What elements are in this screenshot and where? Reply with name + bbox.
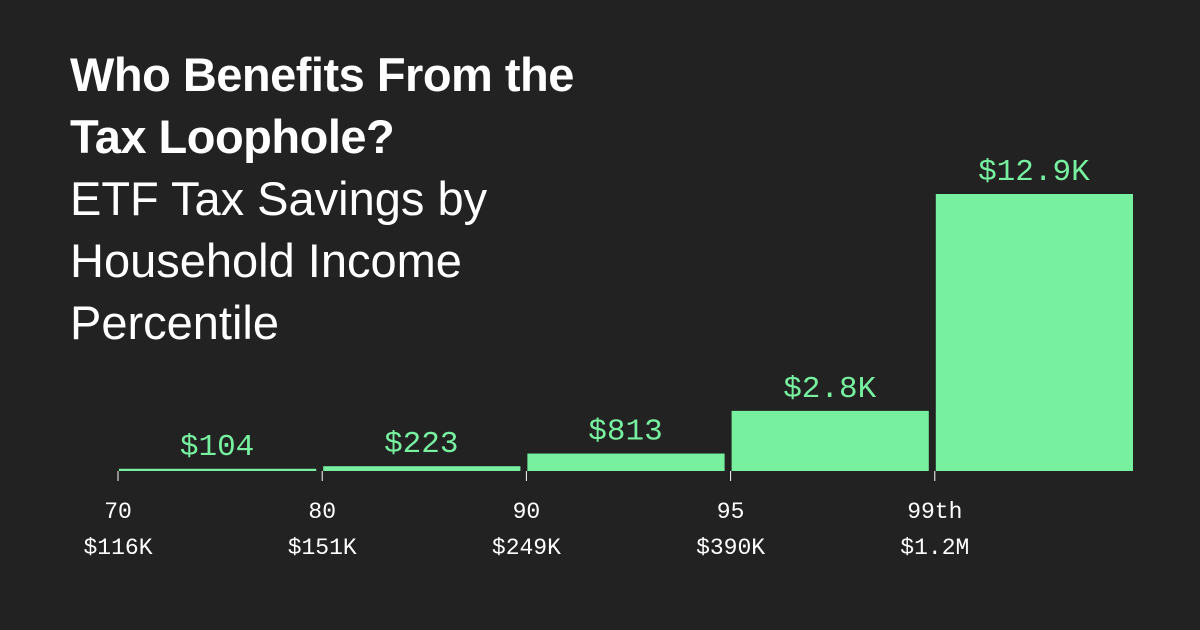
x-tick-label: 90 bbox=[513, 499, 541, 525]
chart-title: Who Benefits From the Tax Loophole? bbox=[70, 48, 574, 163]
x-tick-label: 99th bbox=[907, 499, 962, 525]
x-tick-label: 70 bbox=[104, 499, 132, 525]
value-label: $2.8K bbox=[783, 372, 876, 407]
value-label: $12.9K bbox=[978, 155, 1090, 190]
x-tick-sublabel: $249K bbox=[492, 535, 561, 561]
x-tick-sublabel: $1.2M bbox=[900, 535, 969, 561]
bar bbox=[935, 194, 1133, 471]
value-label: $223 bbox=[384, 427, 458, 462]
value-label: $104 bbox=[180, 430, 254, 465]
header: Who Benefits From the Tax Loophole? ETF … bbox=[70, 44, 600, 354]
x-tick-sublabel: $116K bbox=[83, 535, 152, 561]
x-tick-label: 95 bbox=[717, 499, 745, 525]
bar bbox=[527, 453, 725, 471]
chart-subtitle: ETF Tax Savings by Household Income Perc… bbox=[70, 172, 488, 349]
value-label: $813 bbox=[588, 415, 662, 450]
x-tick-label: 80 bbox=[308, 499, 336, 525]
bar bbox=[119, 468, 317, 471]
bar bbox=[323, 466, 521, 471]
x-tick-sublabel: $151K bbox=[288, 535, 357, 561]
bar bbox=[731, 410, 929, 471]
x-tick-sublabel: $390K bbox=[696, 535, 765, 561]
